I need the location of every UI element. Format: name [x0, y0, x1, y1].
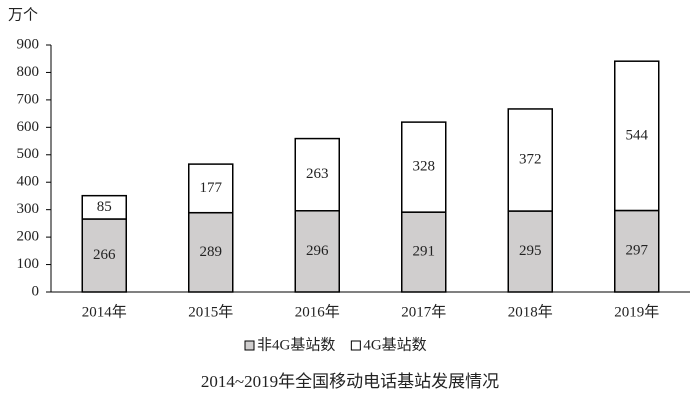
y-tick-label: 400: [17, 174, 40, 190]
legend-label: 4G基站数: [363, 336, 426, 353]
x-tick-label: 2014年: [82, 303, 127, 320]
bar-segment: [507, 210, 553, 293]
data-label: 266: [93, 247, 116, 263]
legend-swatch: [244, 340, 255, 351]
data-label: 289: [200, 244, 223, 260]
x-tick-label: 2015年: [188, 303, 233, 320]
bar-segment: [294, 210, 340, 293]
data-label: 291: [413, 244, 436, 260]
data-label: 372: [519, 151, 542, 167]
data-label: 297: [626, 243, 649, 259]
y-tick-label: 700: [17, 91, 40, 107]
y-tick-label: 600: [17, 119, 40, 135]
legend-label: 非4G基站数: [257, 336, 335, 353]
y-tick-label: 100: [17, 256, 40, 272]
y-tick-label: 500: [17, 146, 40, 162]
bar-segment: [507, 108, 553, 212]
data-label: 544: [626, 127, 649, 143]
x-tick-label: 2019年: [614, 303, 659, 320]
bar-segment: [294, 137, 340, 212]
bar-segment: [614, 60, 660, 212]
data-label: 328: [413, 159, 436, 175]
bar-segment: [401, 211, 447, 293]
y-tick-label: 300: [17, 201, 40, 217]
x-tick-label: 2018年: [508, 303, 553, 320]
y-tick-label: 900: [17, 36, 40, 52]
bar-segment: [614, 209, 660, 293]
y-tick-label: 800: [17, 64, 40, 80]
x-tick-label: 2016年: [295, 303, 340, 320]
bar-segment: [401, 121, 447, 213]
data-label: 296: [306, 243, 329, 259]
y-tick-label: 0: [32, 283, 40, 299]
y-tick-label: 200: [17, 229, 40, 245]
data-label: 177: [200, 180, 223, 196]
bar-segment: [81, 194, 127, 220]
data-label: 295: [519, 243, 542, 259]
bar-segment: [81, 218, 127, 293]
legend-swatch: [350, 340, 361, 351]
x-tick-label: 2017年: [401, 303, 446, 320]
bar-segment: [188, 163, 234, 214]
chart-title: 2014~2019年全国移动电话基站发展情况: [201, 372, 499, 391]
y-axis-label: 万个: [8, 6, 38, 23]
data-label: 263: [306, 166, 329, 182]
data-label: 85: [97, 199, 112, 215]
